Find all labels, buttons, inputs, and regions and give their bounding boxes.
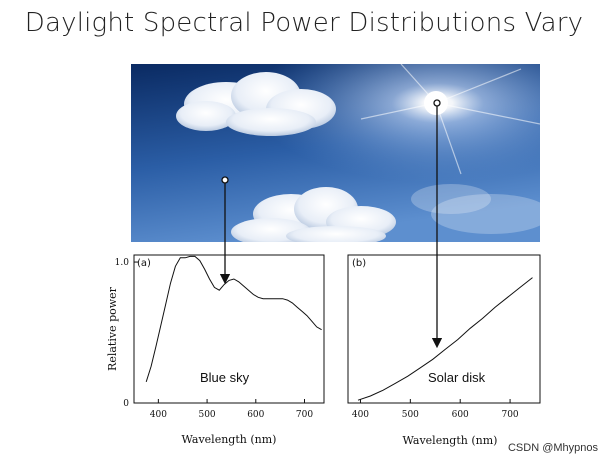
watermark: CSDN @Mhypnos: [507, 442, 598, 454]
y-tick-label: 1.0: [115, 258, 130, 268]
chart-solar-disk: (b) 400 500 600 700 Solar disk Wavelength (…: [347, 254, 541, 447]
x-tick-label: 500: [198, 410, 215, 420]
x-tick-label: 600: [452, 410, 469, 420]
x-tick-label: 400: [150, 410, 167, 420]
slide-title: Daylight Spectral Power Distributions Va…: [24, 8, 584, 38]
plot-frame-b: [347, 254, 541, 404]
xlabel-a: Wavelength (nm): [182, 433, 277, 446]
x-tick-label: 600: [247, 410, 264, 420]
panel-tag-a: (a): [137, 258, 151, 269]
curve-label-solar-disk: Solar disk: [428, 370, 486, 385]
x-tick-label: 700: [501, 410, 518, 420]
panel-tag-b: (b): [352, 258, 366, 269]
curve-label-blue-sky: Blue sky: [200, 370, 250, 385]
y-tick-label: 0: [123, 399, 129, 409]
plot-frame-a: [133, 254, 325, 404]
x-tick-label: 700: [296, 410, 313, 420]
chart-blue-sky: (a) 0 1.0 400 500 600 700 Blue sky Wavelengt…: [106, 254, 325, 446]
sky-photo: [131, 64, 540, 242]
x-tick-label: 500: [402, 410, 419, 420]
blue-sky-curve: [145, 255, 322, 383]
xlabel-b: Wavelength (nm): [403, 434, 498, 447]
ylabel-a: Relative power: [106, 286, 119, 371]
x-tick-label: 400: [352, 410, 369, 420]
solar-disk-curve: [357, 277, 533, 401]
